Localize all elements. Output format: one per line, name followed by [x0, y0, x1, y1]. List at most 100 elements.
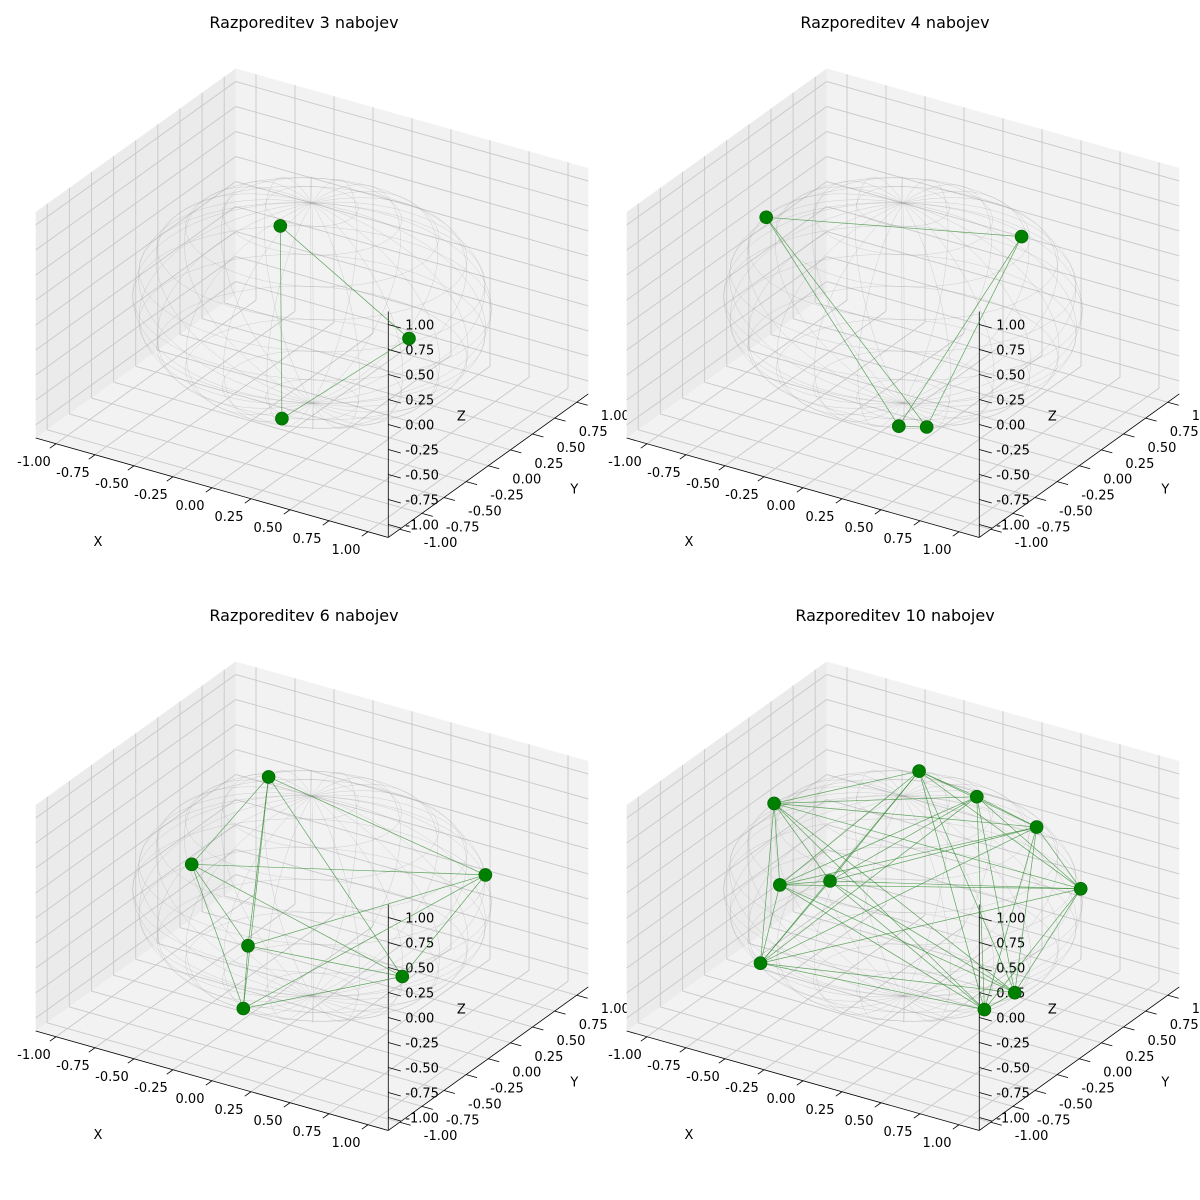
grid-line [201, 911, 555, 1012]
sphere-meridian [223, 202, 313, 422]
sphere-meridian [223, 795, 313, 1015]
y-tick-mark [1012, 512, 1024, 517]
z-tick-mark [979, 992, 992, 997]
x-tick-label: 0.75 [884, 532, 913, 547]
sphere-meridian [902, 184, 992, 404]
charge-bond [926, 236, 1022, 428]
charge-bond [918, 770, 1016, 993]
y-axis-label: Y [1160, 483, 1169, 498]
y-tick-label: 0.75 [1170, 1018, 1199, 1033]
sphere-meridian [902, 202, 1060, 413]
sphere-meridian [811, 773, 904, 997]
charge-bond [774, 770, 920, 804]
x-tick-mark [244, 498, 252, 504]
grid-line [235, 749, 589, 850]
charge-bond [280, 225, 410, 339]
charge-bond [829, 880, 1015, 993]
charge-bond [829, 880, 985, 1010]
charge-point-5 [1073, 881, 1088, 896]
z-tick-mark [388, 1067, 401, 1072]
subplot-4-title: Razporeditev 10 nabojev [795, 606, 994, 625]
y-axis-label: Y [569, 483, 578, 498]
x-tick-mark [205, 1080, 213, 1086]
y-tick-mark [990, 528, 1002, 533]
z-tick-label: -1.00 [996, 519, 1030, 534]
z-tick-label: -0.25 [405, 1037, 439, 1052]
x-tick-label: -0.50 [686, 1070, 720, 1085]
subplot-4: -1.00-1.00-1.00-0.75-0.75-0.75-0.50-0.50… [608, 606, 1200, 1151]
sphere-meridian [814, 202, 904, 422]
sphere-meridian [157, 202, 313, 409]
charge-bond [760, 884, 781, 964]
charge-bond [760, 962, 1015, 994]
sphere-meridian [311, 197, 467, 404]
y-tick-label: -0.75 [1037, 520, 1071, 535]
z-tick-mark [388, 449, 401, 454]
z-axis-label: Z [1048, 410, 1057, 425]
sphere-meridian [902, 783, 1030, 997]
charge-bond [268, 776, 403, 977]
x-tick-mark [322, 1113, 330, 1119]
sphere-parallel [729, 795, 1077, 945]
z-tick-label: -0.75 [996, 494, 1030, 509]
charge-bond [829, 770, 920, 882]
z-tick-label: -1.00 [996, 1112, 1030, 1127]
sphere-meridian [902, 795, 1083, 997]
y-tick-mark [1079, 465, 1091, 470]
x-tick-mark [49, 1036, 57, 1042]
sphere-parallel [813, 943, 993, 1022]
y-tick-mark [488, 1058, 500, 1063]
sphere-parallel [184, 770, 440, 881]
grid-line [224, 895, 577, 996]
sphere-parallel [265, 186, 359, 227]
sphere-meridian [311, 202, 360, 429]
z-tick-mark [388, 942, 401, 947]
y-tick-label: 0.50 [1148, 441, 1177, 456]
y-tick-label: 1.00 [601, 1002, 630, 1017]
charge-point-3 [969, 789, 984, 804]
z-tick-mark [388, 992, 401, 997]
x-tick-mark [718, 465, 726, 471]
z-tick-label: 1.00 [405, 912, 434, 927]
sphere-meridian [311, 783, 439, 997]
x-tick-label: -0.75 [56, 1059, 90, 1074]
charge-point-1 [261, 770, 276, 784]
sphere-meridian [902, 202, 995, 426]
charge-point-2 [478, 868, 493, 882]
x-tick-label: -0.50 [95, 1070, 129, 1085]
z-tick-label: 1.00 [996, 912, 1025, 927]
z-tick-label: 0.00 [996, 1012, 1025, 1027]
sphere-meridian [857, 795, 904, 1020]
sphere-parallel [132, 225, 492, 381]
y-tick-label: -0.75 [446, 1113, 480, 1128]
charge-point-1 [273, 219, 288, 233]
sphere-meridian [855, 177, 904, 404]
sphere-meridian [748, 795, 904, 1002]
x-tick-label: -1.00 [608, 455, 642, 470]
z-tick-mark [979, 399, 992, 404]
sphere-meridian [132, 795, 313, 997]
y-tick-mark [1057, 481, 1069, 486]
charge-bond [760, 880, 831, 964]
grid-line [826, 724, 1180, 825]
sphere-meridian [902, 795, 995, 1019]
x-tick-mark [679, 454, 687, 460]
grid-line [826, 156, 1180, 257]
charge-bond [976, 796, 1081, 890]
grid-line [792, 318, 1146, 419]
grid-line [826, 131, 1180, 232]
z-tick-mark [388, 967, 401, 972]
y-tick-mark [421, 512, 433, 517]
x-tick-label: -1.00 [17, 1048, 51, 1063]
y-tick-label: -0.75 [446, 520, 480, 535]
sphere-meridian [311, 202, 492, 404]
charge-point-6 [772, 878, 787, 892]
axes-3d-1: -1.00-1.00-1.00-0.75-0.75-0.75-0.50-0.50… [17, 68, 630, 558]
z-tick-label: -1.00 [405, 519, 439, 534]
z-tick-label: 0.50 [996, 962, 1025, 977]
y-tick-mark [576, 994, 588, 999]
x-tick-label: -0.25 [134, 1081, 168, 1096]
subplot-1-title: Razporeditev 3 nabojev [209, 13, 398, 32]
z-tick-label: 0.00 [405, 1012, 434, 1027]
subplot-2: -1.00-1.00-1.00-0.75-0.75-0.75-0.50-0.50… [608, 13, 1200, 558]
